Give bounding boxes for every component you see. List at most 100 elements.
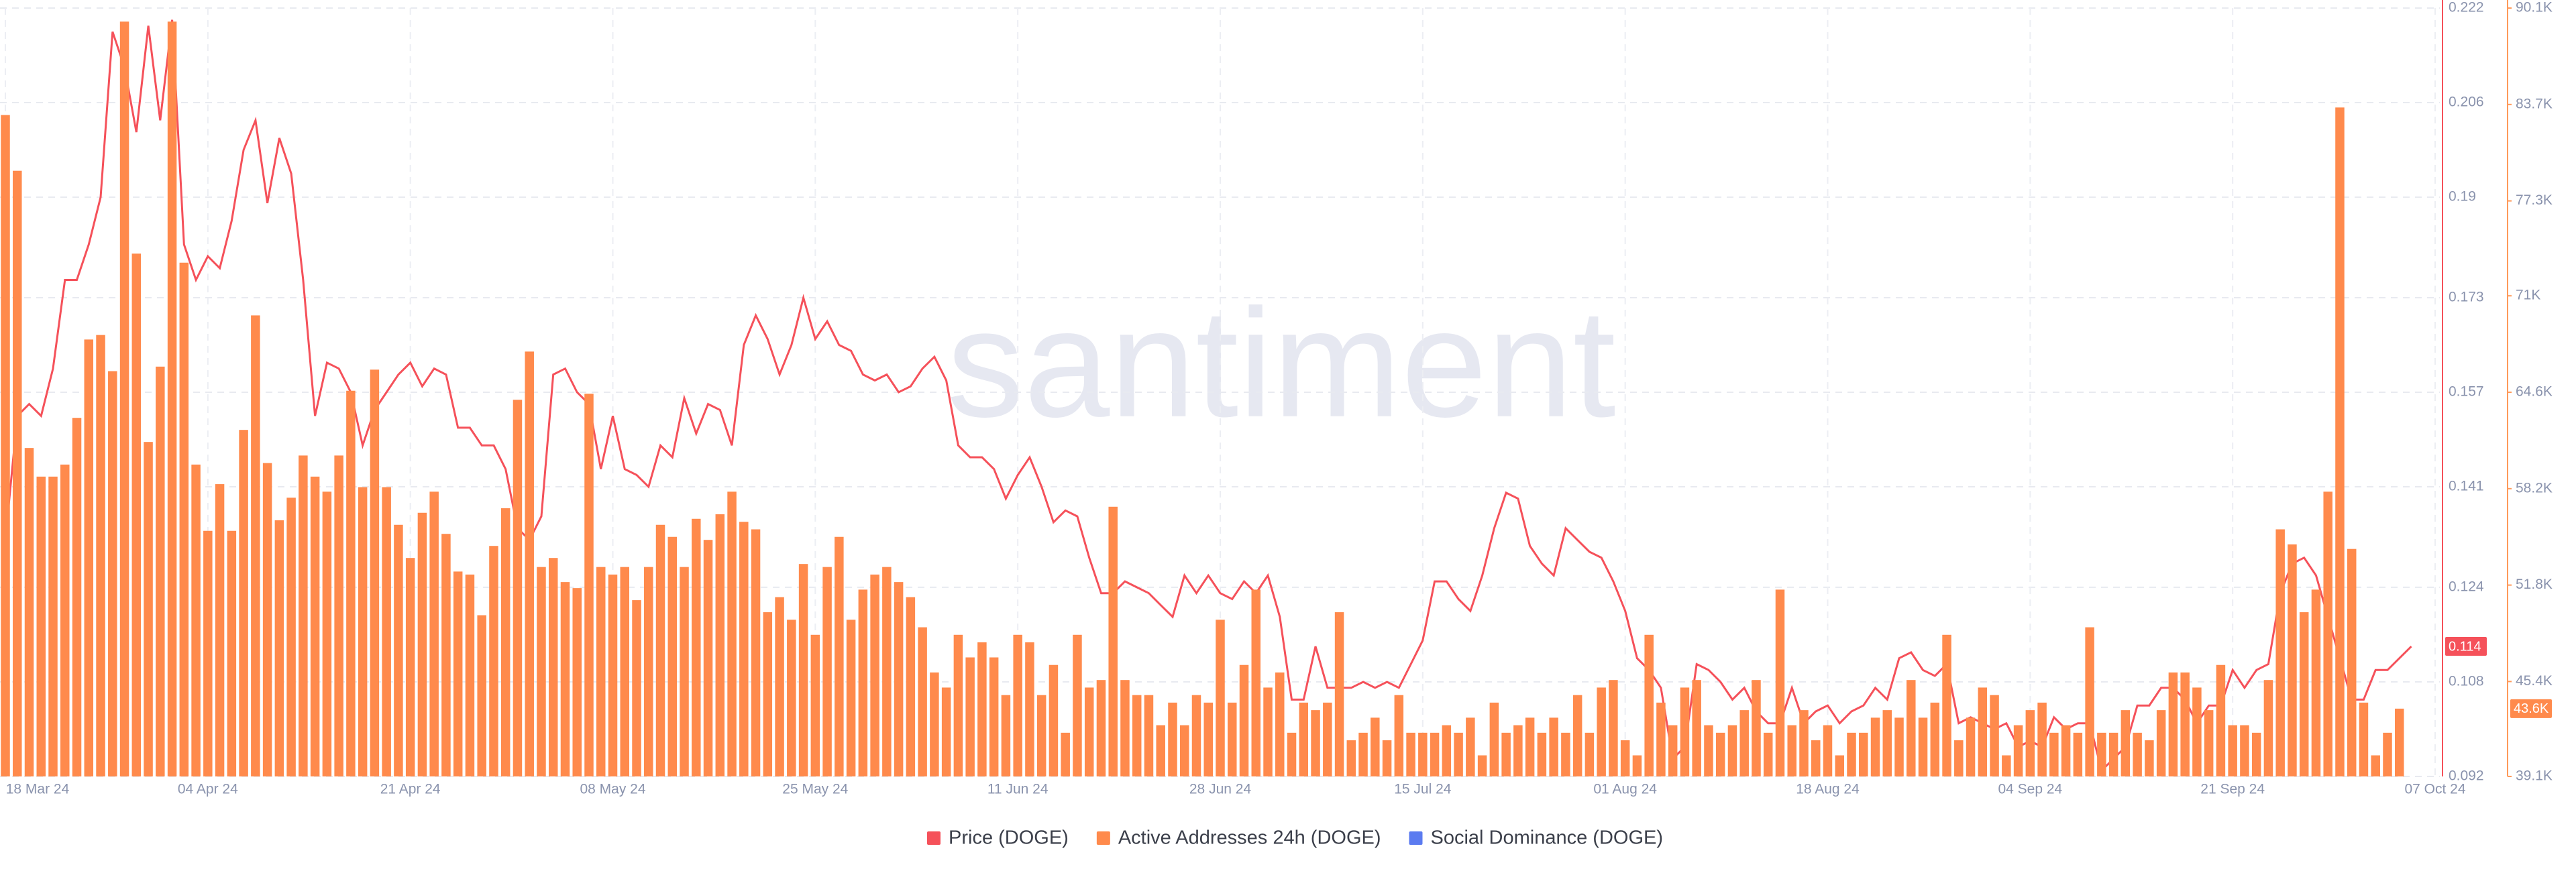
bar bbox=[715, 514, 725, 776]
bar bbox=[1585, 732, 1595, 776]
bar bbox=[1823, 725, 1833, 776]
price-line bbox=[4, 19, 2412, 773]
value-tag bbox=[2510, 699, 2552, 718]
bar bbox=[131, 253, 142, 776]
bar bbox=[1763, 732, 1773, 776]
bar bbox=[1954, 740, 1964, 776]
bar bbox=[1287, 732, 1297, 776]
bar bbox=[1, 115, 10, 776]
bar bbox=[703, 540, 713, 776]
bar bbox=[453, 571, 463, 776]
bar bbox=[394, 524, 403, 776]
bar bbox=[1513, 725, 1523, 776]
bar bbox=[2049, 732, 2059, 776]
bar bbox=[1406, 732, 1415, 776]
bar bbox=[989, 657, 999, 776]
bar bbox=[965, 657, 975, 776]
bar bbox=[1907, 680, 1916, 776]
bar bbox=[525, 351, 534, 776]
bar bbox=[1120, 680, 1130, 776]
x-tick-label: 18 Mar 24 bbox=[6, 782, 70, 797]
bar bbox=[2347, 548, 2357, 776]
bar bbox=[477, 615, 486, 776]
value-tag bbox=[2445, 637, 2487, 656]
bar bbox=[1334, 612, 1344, 776]
bar bbox=[1942, 634, 1951, 776]
y2-tick-label: 51.8K bbox=[2516, 577, 2553, 592]
bar bbox=[179, 262, 189, 776]
bar bbox=[2288, 544, 2297, 776]
y2-tick-label: 64.6K bbox=[2516, 384, 2553, 400]
bar bbox=[2025, 710, 2035, 776]
bar bbox=[500, 508, 511, 776]
bar bbox=[2085, 627, 2094, 776]
bar bbox=[1894, 717, 1904, 776]
bar bbox=[930, 672, 939, 776]
bar bbox=[2037, 702, 2047, 776]
bar bbox=[1442, 725, 1452, 776]
bar bbox=[1620, 740, 1630, 776]
bar bbox=[1394, 695, 1404, 776]
bar bbox=[1013, 634, 1022, 776]
bar bbox=[2263, 680, 2273, 776]
bar bbox=[1466, 717, 1475, 776]
bar bbox=[584, 394, 594, 776]
legend-label: Social Dominance (DOGE) bbox=[1431, 827, 1664, 849]
x-tick-label: 01 Aug 24 bbox=[1593, 782, 1657, 797]
bar bbox=[286, 498, 296, 776]
bar bbox=[1918, 717, 1928, 776]
bar bbox=[560, 582, 570, 776]
bar bbox=[1156, 725, 1165, 776]
bar bbox=[1787, 725, 1796, 776]
bar bbox=[1597, 687, 1606, 776]
bar bbox=[822, 567, 832, 776]
bar bbox=[1108, 506, 1118, 776]
x-tick-label: 04 Sep 24 bbox=[1998, 782, 2062, 797]
bar bbox=[620, 567, 630, 776]
bar bbox=[882, 567, 892, 776]
bar bbox=[2013, 725, 2023, 776]
bar bbox=[1144, 695, 1154, 776]
y2-tick-label: 39.1K bbox=[2516, 768, 2553, 784]
bar bbox=[36, 476, 46, 776]
bar bbox=[24, 448, 34, 776]
bar bbox=[1501, 732, 1511, 776]
bar bbox=[1263, 687, 1273, 776]
bar bbox=[1228, 702, 1237, 776]
watermark: santiment bbox=[947, 277, 1615, 449]
bar bbox=[680, 567, 689, 776]
bar bbox=[2299, 612, 2309, 776]
y2-tick-label: 71K bbox=[2516, 288, 2540, 303]
x-tick-label: 04 Apr 24 bbox=[178, 782, 238, 797]
bar bbox=[299, 455, 308, 776]
bar bbox=[1715, 732, 1725, 776]
bar bbox=[2251, 732, 2261, 776]
bar bbox=[72, 418, 82, 776]
bar bbox=[2275, 529, 2285, 776]
legend-label: Price (DOGE) bbox=[949, 827, 1069, 849]
bar bbox=[1371, 717, 1380, 776]
bar bbox=[227, 530, 237, 776]
bar bbox=[1811, 740, 1821, 776]
bar bbox=[751, 529, 761, 776]
bar bbox=[798, 564, 808, 776]
bar bbox=[1489, 702, 1499, 776]
bar bbox=[513, 400, 523, 776]
y-tick-label: 0.141 bbox=[2449, 479, 2484, 494]
bar bbox=[1084, 687, 1094, 776]
bar bbox=[1299, 702, 1309, 776]
bar bbox=[2133, 732, 2142, 776]
bar bbox=[1609, 680, 1618, 776]
bar bbox=[1191, 695, 1201, 776]
bar bbox=[1930, 702, 1940, 776]
legend-swatch bbox=[1096, 831, 1110, 845]
bar bbox=[632, 600, 641, 776]
bar bbox=[1644, 634, 1654, 776]
bar bbox=[346, 390, 356, 776]
bar bbox=[2192, 687, 2202, 776]
bar bbox=[1418, 732, 1428, 776]
bar bbox=[1572, 695, 1582, 776]
bar bbox=[2394, 708, 2404, 776]
bar bbox=[1275, 672, 1285, 776]
x-tick-label: 15 Jul 24 bbox=[1394, 782, 1452, 797]
